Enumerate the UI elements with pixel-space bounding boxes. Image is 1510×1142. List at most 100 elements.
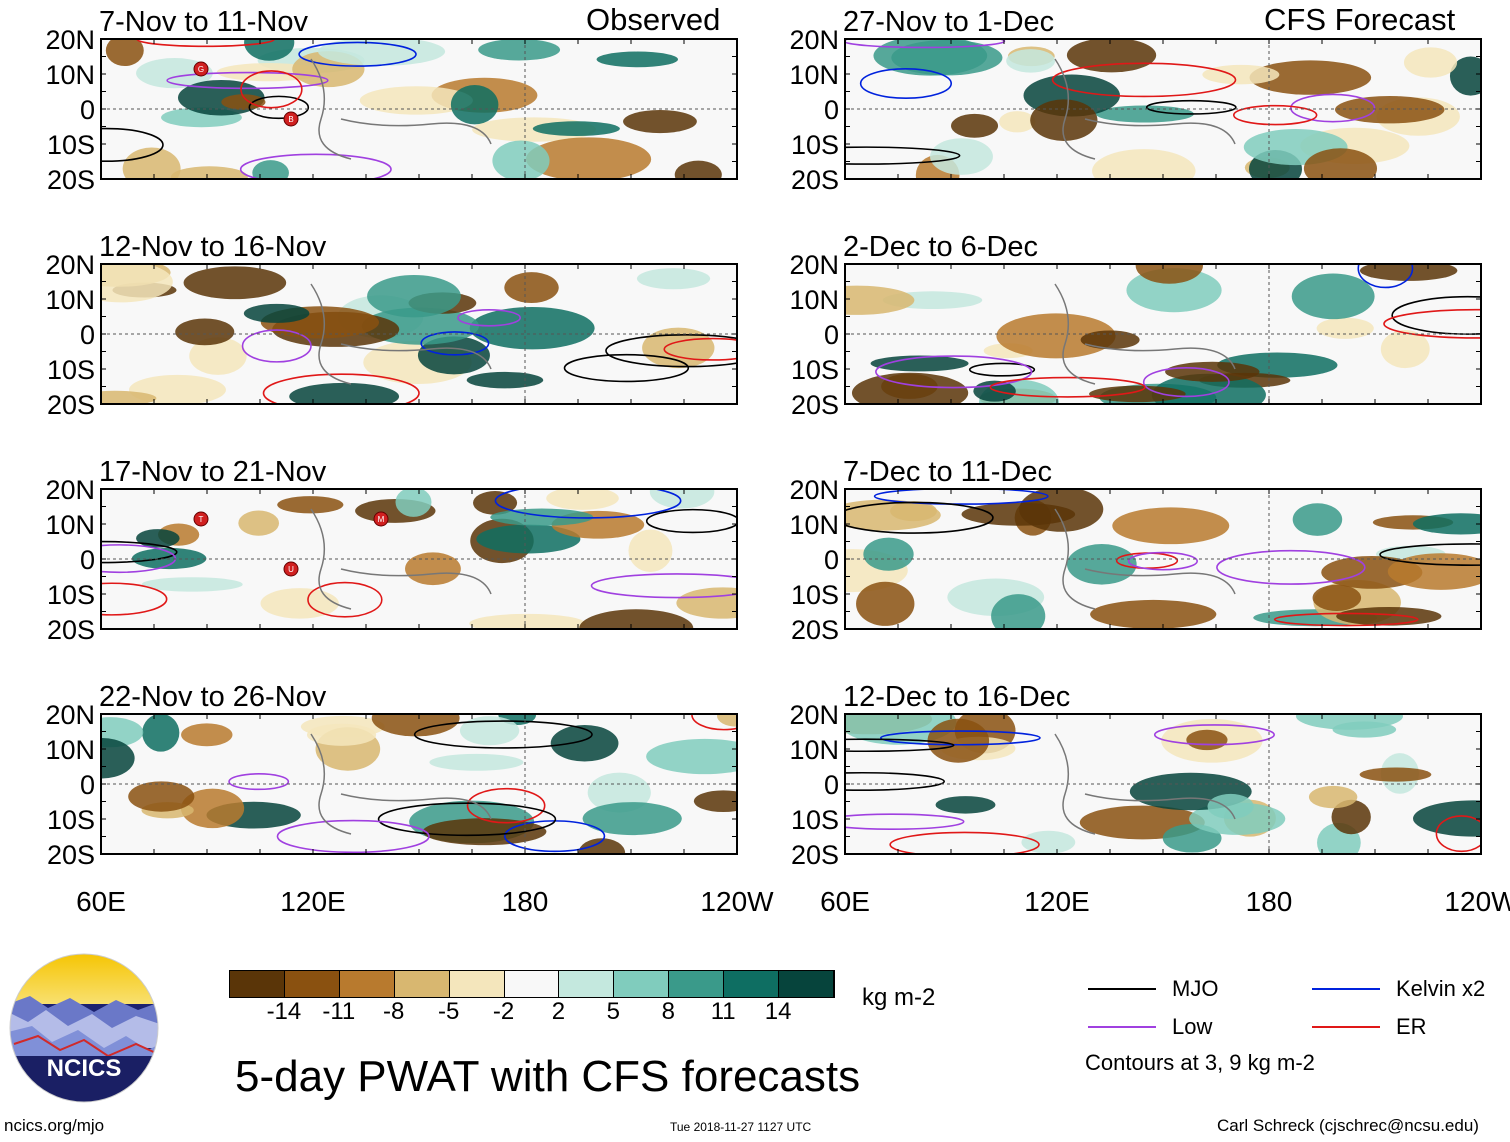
lat-label: 20S (791, 840, 839, 870)
panel-period-label: 22-Nov to 26-Nov (99, 681, 327, 713)
lon-label: 180 (502, 886, 549, 917)
lat-label: 0 (824, 95, 839, 125)
colorbar-tick-label: -2 (492, 998, 515, 1025)
legend-label: ER (1396, 1014, 1427, 1039)
lon-label: 60E (820, 886, 870, 917)
lat-label: 0 (80, 770, 95, 800)
colorbar-tick-label: -14 (266, 998, 302, 1025)
legend-swatch (1312, 988, 1380, 990)
lat-label: 0 (824, 545, 839, 575)
colorbar-swatch (339, 971, 395, 997)
timestamp: Tue 2018-11-27 1127 UTC (670, 1120, 812, 1134)
colorbar-swatch (669, 971, 725, 997)
colorbar-swatch (724, 971, 780, 997)
lat-label: 10N (789, 60, 839, 90)
lon-label: 60E (76, 886, 126, 917)
storm-marker (373, 511, 389, 527)
lon-label: 120W (700, 886, 774, 917)
colorbar-tick-label: -5 (437, 998, 460, 1025)
lon-label: 120W (1444, 886, 1510, 917)
storm-label: G (198, 65, 204, 74)
colorbar-swatch (449, 971, 505, 997)
lon-label: 120E (280, 886, 345, 917)
colorbar-swatch (614, 971, 670, 997)
lat-label: 20S (47, 840, 95, 870)
lat-label: 10S (47, 805, 95, 835)
forecast-header: CFS Forecast (1264, 2, 1456, 37)
storm-label: B (288, 115, 293, 124)
legend-swatch (1312, 1026, 1380, 1028)
lat-label: 10S (791, 355, 839, 385)
colorbar-tick-label: 5 (606, 998, 621, 1025)
lat-label: 20N (789, 250, 839, 280)
lat-label: 20S (47, 615, 95, 645)
lat-label: 20S (47, 390, 95, 420)
lat-label: 20N (789, 25, 839, 55)
lat-label: 0 (80, 545, 95, 575)
colorbar (229, 970, 835, 998)
lat-label: 10N (45, 510, 95, 540)
colorbar-swatch (559, 971, 615, 997)
panel-period-label: 2-Dec to 6-Dec (843, 231, 1038, 263)
legend-note: Contours at 3, 9 kg m-2 (1085, 1050, 1315, 1075)
ncics-logo: NCICS (8, 952, 160, 1104)
lat-label: 20N (789, 700, 839, 730)
lat-label: 10S (47, 130, 95, 160)
lat-label: 20S (47, 165, 95, 195)
lat-label: 0 (80, 320, 95, 350)
storm-label: T (199, 515, 204, 524)
colorbar-tick-label: -11 (322, 998, 356, 1025)
lat-label: 20S (791, 165, 839, 195)
lon-label: 180 (1246, 886, 1293, 917)
lat-label: 20N (789, 475, 839, 505)
lat-label: 10S (791, 130, 839, 160)
lat-label: 10N (45, 285, 95, 315)
lat-label: 20S (791, 615, 839, 645)
colorbar-swatch (284, 971, 340, 997)
lat-label: 20N (45, 475, 95, 505)
source-url[interactable]: ncics.org/mjo (4, 1116, 105, 1135)
lat-label: 0 (824, 320, 839, 350)
legend-label: MJO (1172, 976, 1219, 1001)
legend-swatch (1088, 988, 1156, 990)
lat-label: 20N (45, 700, 95, 730)
colorbar-tick-label: 2 (551, 998, 566, 1025)
lat-label: 10N (789, 285, 839, 315)
lat-label: 20S (791, 390, 839, 420)
credit: Carl Schreck (cjschrec@ncsu.edu) (1217, 1116, 1479, 1135)
colorbar-tick-label: 11 (710, 998, 736, 1025)
lat-label: 10S (791, 805, 839, 835)
colorbar-tick-label: 8 (661, 998, 675, 1025)
lat-label: 20N (45, 250, 95, 280)
panel-period-label: 12-Nov to 16-Nov (99, 231, 327, 263)
legend-label: Low (1172, 1014, 1213, 1039)
panel-period-label: 12-Dec to 16-Dec (843, 681, 1070, 713)
lat-label: 10N (45, 735, 95, 765)
lat-label: 10S (47, 355, 95, 385)
colorbar-swatch (504, 971, 560, 997)
panel-period-label: 7-Nov to 11-Nov (99, 6, 308, 38)
lat-label: 20N (45, 25, 95, 55)
lat-label: 10N (789, 735, 839, 765)
storm-label: U (288, 565, 294, 574)
storm-marker (193, 511, 209, 527)
observed-header: Observed (586, 2, 721, 37)
colorbar-swatch (230, 971, 285, 997)
storm-marker (283, 561, 299, 577)
legend-label: Kelvin x2 (1396, 976, 1486, 1001)
lat-label: 10N (45, 60, 95, 90)
logo-text: NCICS (47, 1055, 122, 1082)
colorbar-ticks: -14 -11 -8 -5 -2 2 5 8 11 14 (229, 998, 833, 1028)
colorbar-swatch (779, 971, 834, 997)
storm-label: M (378, 515, 385, 524)
lat-label: 0 (824, 770, 839, 800)
lat-label: 10S (47, 580, 95, 610)
